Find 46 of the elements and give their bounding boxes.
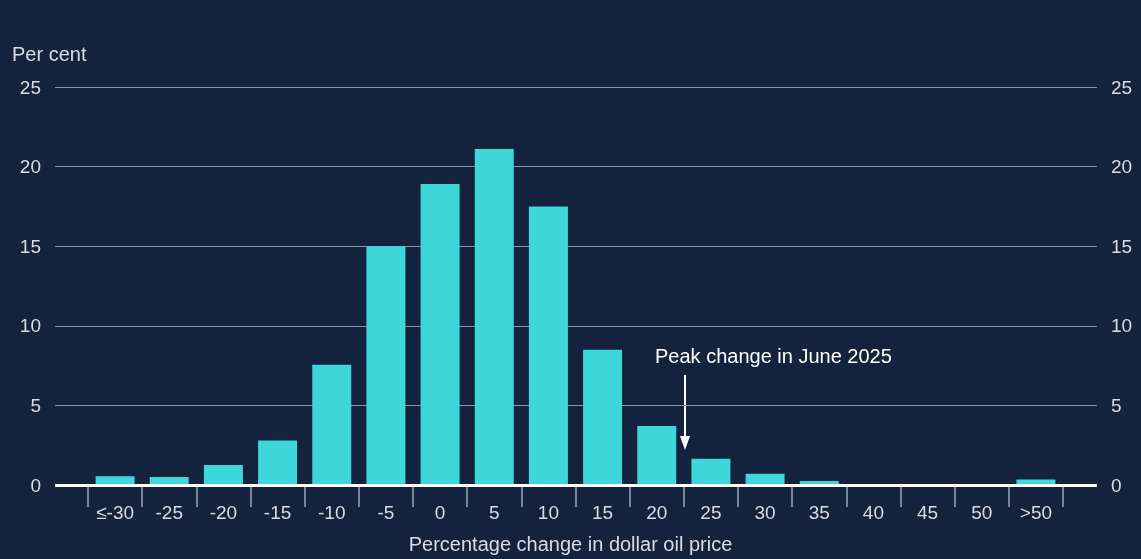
bar (691, 458, 731, 485)
x-tick-label: -20 (209, 502, 238, 523)
x-tick-label: -15 (263, 502, 292, 523)
x-tick-label: 5 (488, 502, 500, 523)
bar (528, 206, 568, 485)
x-tick-label: 35 (808, 502, 830, 523)
bar (637, 426, 677, 485)
bar (95, 476, 135, 485)
x-tick-label: 10 (537, 502, 559, 523)
y2-tick-label: 0 (1111, 474, 1122, 496)
x-tick-label: 25 (700, 502, 722, 523)
y2-tick-label: 20 (1111, 156, 1133, 178)
x-tick-label: -10 (318, 502, 346, 523)
x-axis-title: Percentage change in dollar oil price (408, 533, 733, 555)
x-tick-label: 45 (917, 502, 939, 523)
y-tick-label: 25 (19, 76, 41, 98)
x-tick-label: -25 (155, 502, 183, 523)
x-tick-label: 40 (862, 502, 884, 523)
bar (203, 465, 243, 485)
y2-tick-label: 15 (1111, 235, 1133, 257)
y-tick-label: 10 (19, 315, 41, 337)
x-tick-label: 50 (971, 502, 993, 523)
x-tick-label: >50 (1019, 502, 1053, 523)
bar (474, 149, 514, 485)
bar (366, 246, 406, 485)
annotation: Peak change in June 2025 (655, 345, 892, 367)
x-tick-label: -5 (377, 502, 395, 523)
y-tick-label: 0 (30, 474, 41, 496)
x-tick-label: 20 (646, 502, 668, 523)
bar (312, 364, 352, 485)
bar (583, 349, 623, 485)
x-tick-label: 30 (754, 502, 776, 523)
bar (745, 473, 785, 485)
bar (258, 440, 298, 485)
y2-tick-label: 5 (1111, 394, 1122, 416)
y2-tick-label: 10 (1111, 315, 1133, 337)
y-axis-title: Per cent (12, 43, 87, 65)
y-tick-label: 15 (19, 235, 41, 257)
x-tick-label: 15 (592, 502, 614, 523)
bar (1016, 479, 1056, 485)
x-tick-label: 0 (434, 502, 446, 523)
y-tick-label: 5 (30, 394, 41, 416)
y2-tick-label: 25 (1111, 76, 1133, 98)
x-tick-label: ≤-30 (96, 502, 135, 523)
y-tick-label: 20 (19, 156, 41, 178)
bar (420, 184, 460, 485)
